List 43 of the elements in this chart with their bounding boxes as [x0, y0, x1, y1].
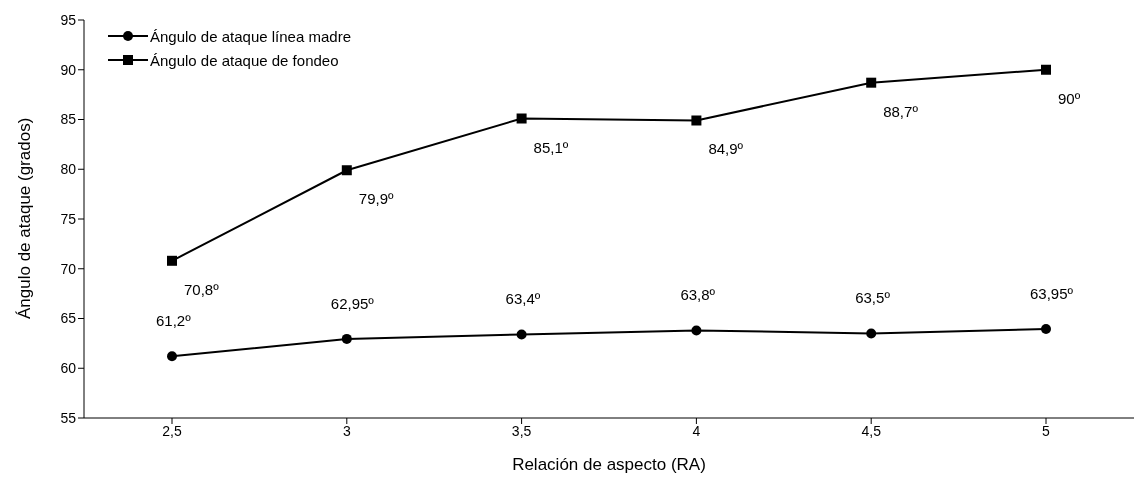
y-tick-label: 75: [60, 210, 77, 227]
data-label: 62,95º: [330, 294, 375, 312]
data-label: 63,5º: [855, 289, 891, 307]
data-label: 63,95º: [1030, 284, 1074, 302]
data-label: 70,8º: [184, 280, 220, 298]
point: [691, 325, 702, 336]
data-label: 85,1º: [533, 138, 569, 156]
point: [516, 329, 527, 340]
y-tick-label: 90: [60, 61, 77, 78]
data-label: 88,7º: [883, 102, 919, 120]
point: [691, 115, 702, 126]
x-tick-label: 3: [342, 422, 351, 439]
x-axis-title: Relación de aspecto (RA): [512, 455, 706, 474]
y-tick-label: 60: [60, 360, 77, 377]
y-tick-label: 55: [60, 409, 77, 426]
point: [341, 165, 352, 176]
point: [866, 328, 877, 339]
x-tick-label: 3,5: [511, 422, 532, 439]
point: [341, 333, 352, 344]
point: [167, 351, 177, 362]
y-axis-title: Ángulo de ataque (grados): [15, 117, 35, 319]
x-tick-label: 5: [1042, 422, 1051, 439]
x-tick-label: 2,5: [162, 422, 182, 439]
point: [1041, 323, 1051, 334]
point: [516, 113, 527, 124]
data-label: 84,9º: [708, 140, 744, 158]
legend-label: Ángulo de ataque línea madre: [150, 27, 351, 45]
point: [167, 255, 177, 266]
point: [866, 77, 877, 88]
y-tick-label: 85: [60, 111, 77, 128]
data-label: 79,9º: [358, 190, 394, 208]
x-tick-label: 4,5: [861, 422, 882, 439]
data-label: 90º: [1058, 89, 1081, 107]
data-label: 63,8º: [680, 286, 716, 304]
y-tick-label: 65: [60, 310, 77, 327]
point: [1041, 64, 1051, 75]
y-tick-label: 80: [60, 161, 77, 178]
y-tick-label: 95: [60, 11, 77, 28]
y-tick-label: 70: [60, 260, 77, 277]
data-label: 63,4º: [505, 290, 541, 308]
data-label: 61,2º: [156, 312, 192, 330]
x-tick-label: 4: [692, 422, 701, 439]
legend-label: Ángulo de ataque de fondeo: [150, 51, 339, 69]
